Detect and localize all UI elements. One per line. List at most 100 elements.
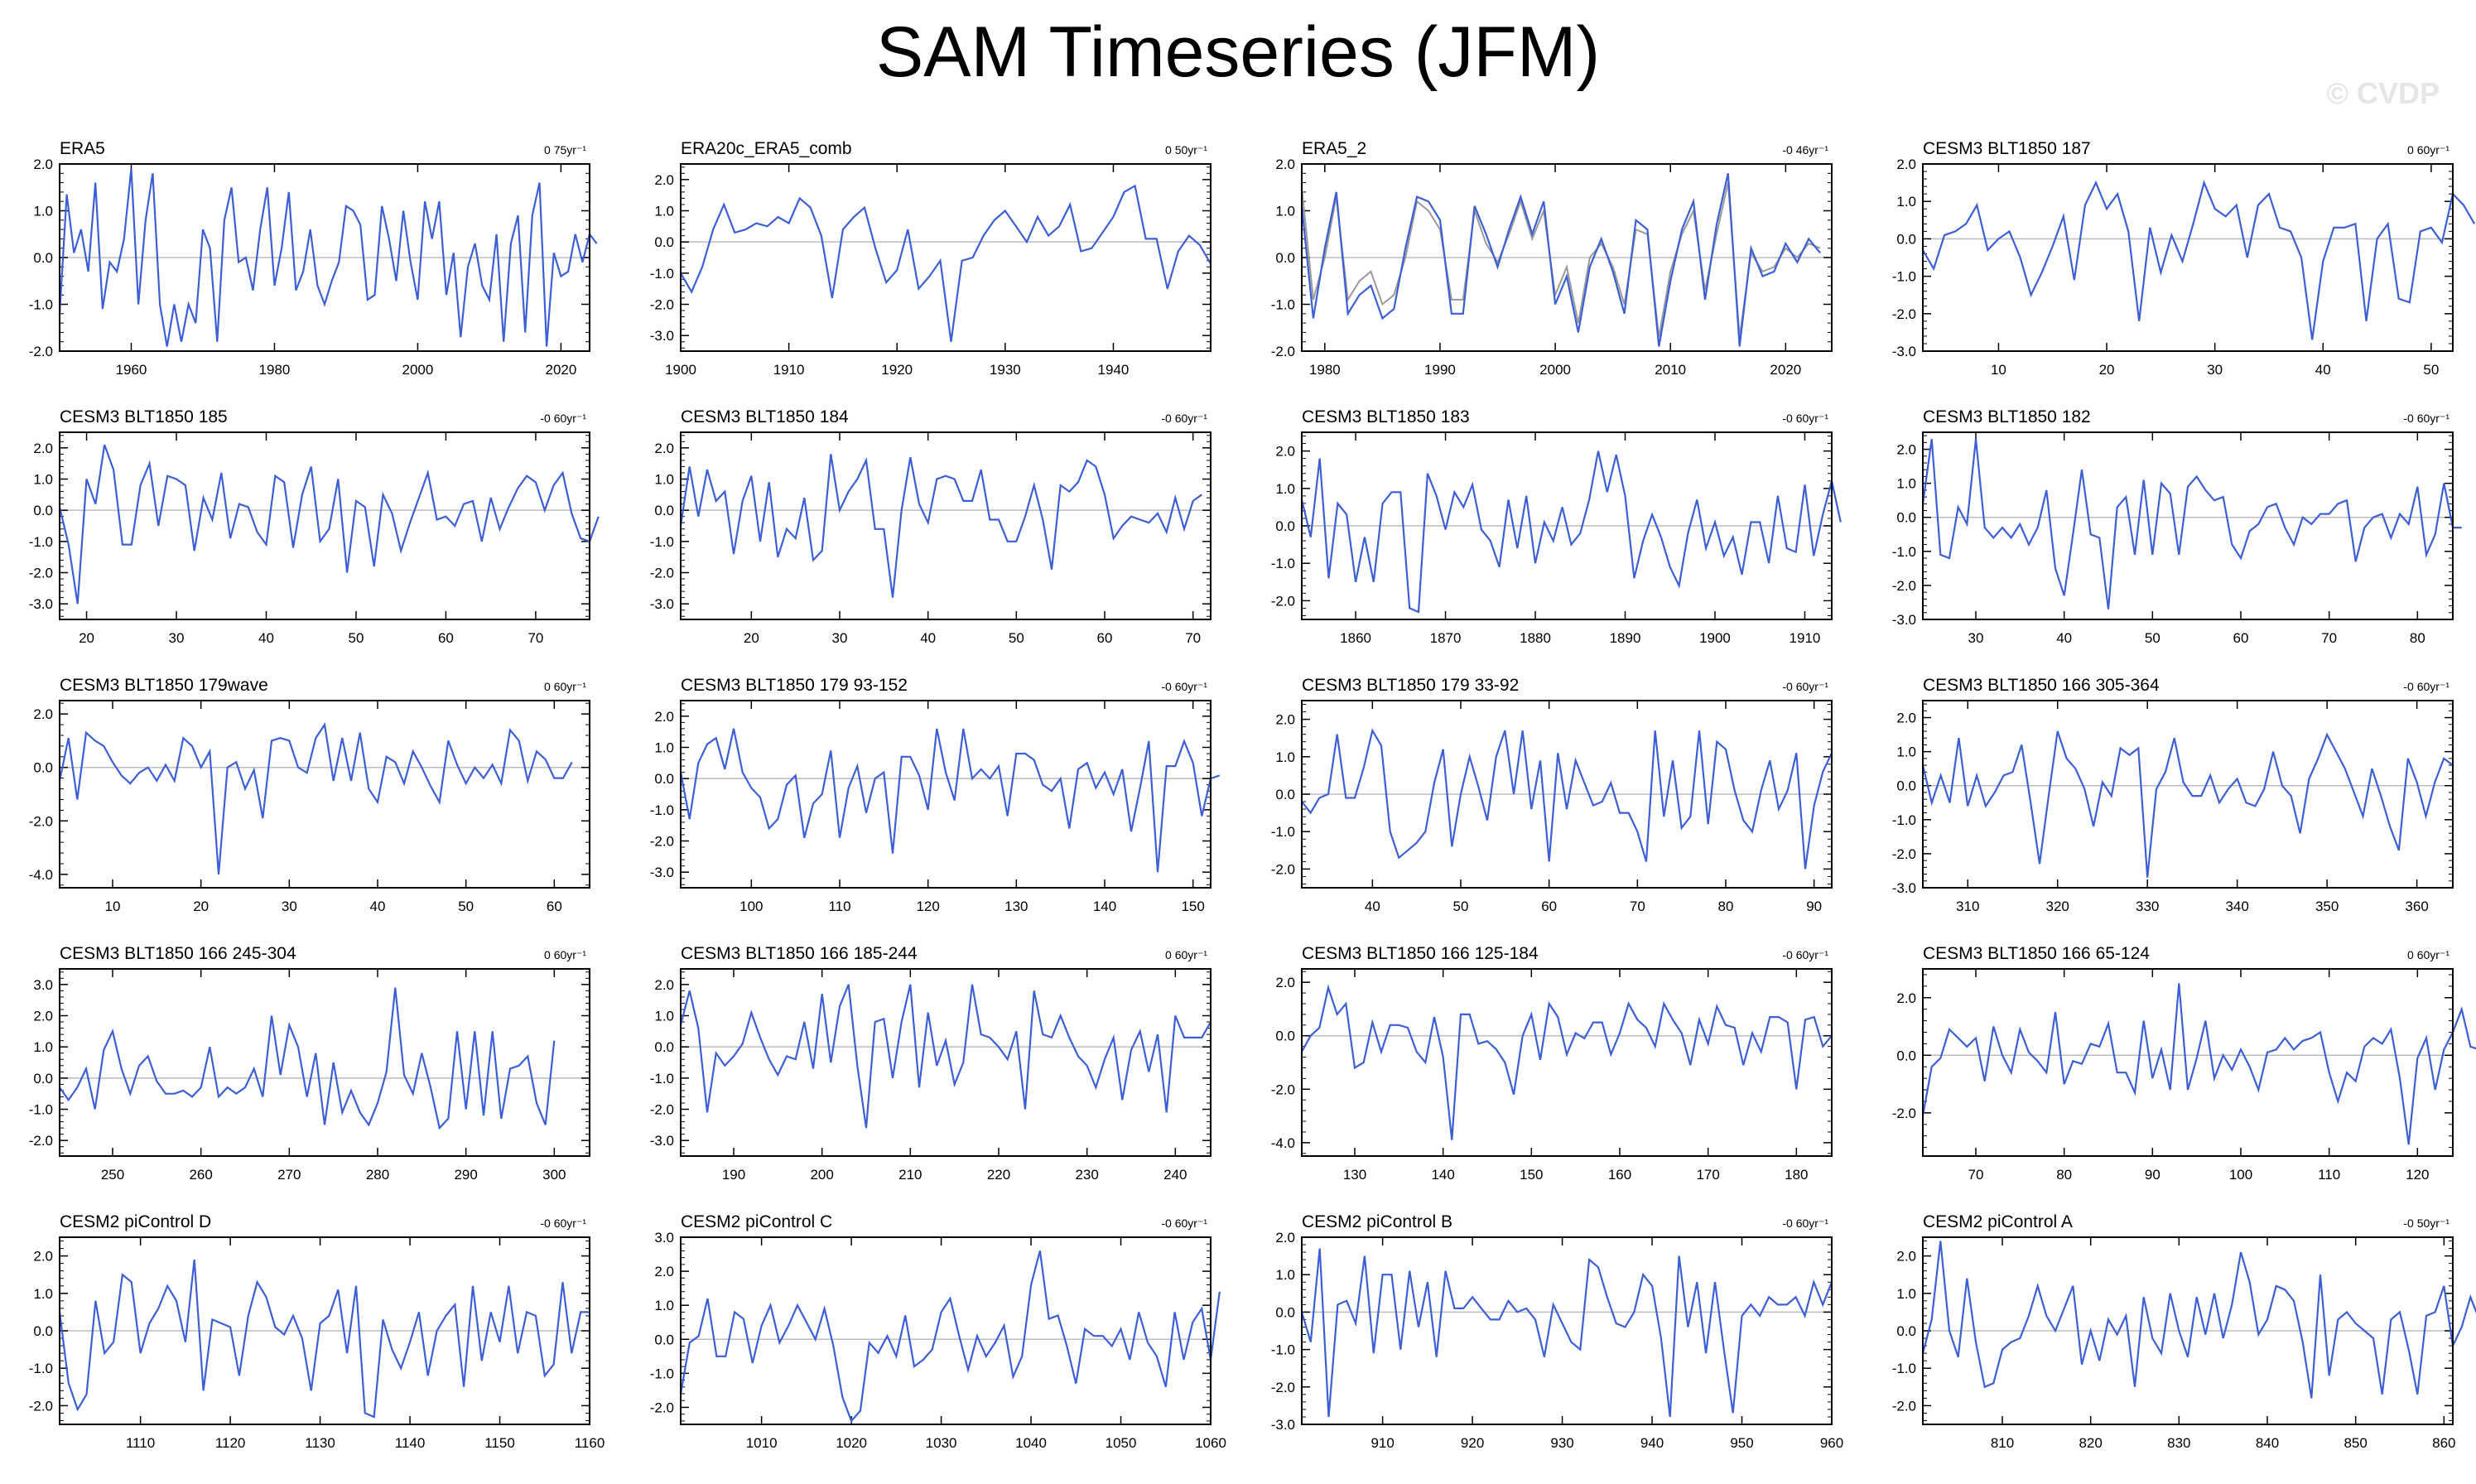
y-tick-label: 3.0 xyxy=(33,977,53,993)
x-tick-label: 840 xyxy=(2256,1435,2279,1451)
x-tick-label: 1880 xyxy=(1520,630,1551,646)
panel-title: CESM2 piControl B xyxy=(1302,1212,1452,1231)
x-tick-label: 150 xyxy=(1520,1167,1543,1183)
x-tick-label: 1910 xyxy=(773,362,805,378)
x-tick-label: 1060 xyxy=(1195,1435,1226,1451)
x-tick-label: 100 xyxy=(2229,1167,2252,1183)
y-tick-label: -3.0 xyxy=(650,328,674,344)
plot-frame xyxy=(1301,431,1833,620)
panel-14: CESM3 BLT1850 166 185-244 0 60yr⁻¹ -3.0 -2.… xyxy=(650,944,1212,1183)
x-tick-label: 1110 xyxy=(126,1435,155,1451)
plot-frame xyxy=(59,968,590,1157)
y-tick-label: -2.0 xyxy=(29,813,53,829)
x-tick-label: 2000 xyxy=(1539,362,1571,378)
x-tick-label: 930 xyxy=(1550,1435,1573,1451)
trend-label: 0 60yr⁻¹ xyxy=(544,680,586,693)
panel-13: CESM3 BLT1850 166 245-304 0 60yr⁻¹ -2.0 -1.… xyxy=(29,944,590,1183)
y-tick-label: -2.0 xyxy=(650,1102,674,1118)
trend-label: 0 60yr⁻¹ xyxy=(1165,948,1207,961)
trend-label: -0 60yr⁻¹ xyxy=(1161,680,1207,693)
trend-label: 0 60yr⁻¹ xyxy=(2407,948,2450,961)
x-tick-label: 1890 xyxy=(1610,630,1641,646)
x-tick-label: 1980 xyxy=(259,362,291,378)
y-tick-label: 0.0 xyxy=(654,503,674,518)
y-tick-label: -3.0 xyxy=(1892,880,1916,896)
plot-frame xyxy=(59,1236,590,1425)
x-tick-label: 50 xyxy=(458,899,474,914)
y-tick-label: -1.0 xyxy=(29,297,53,313)
y-tick-label: 0.0 xyxy=(33,1071,53,1086)
y-tick-label: 0.0 xyxy=(654,1332,674,1347)
x-tick-label: 30 xyxy=(169,630,185,646)
y-tick-label: 2.0 xyxy=(33,441,53,456)
x-tick-label: 330 xyxy=(2136,899,2159,914)
x-tick-label: 90 xyxy=(1806,899,1822,914)
y-tick-label: 1.0 xyxy=(1275,204,1295,219)
x-tick-label: 1010 xyxy=(746,1435,778,1451)
series-line xyxy=(58,1259,590,1419)
x-tick-label: 1160 xyxy=(575,1435,605,1451)
y-tick-label: 0.0 xyxy=(1275,1304,1295,1320)
y-tick-label: 2.0 xyxy=(1275,712,1295,728)
x-tick-label: 1910 xyxy=(1790,630,1821,646)
x-tick-label: 140 xyxy=(1093,899,1116,914)
y-tick-label: 1.0 xyxy=(33,472,53,488)
y-tick-label: -3.0 xyxy=(1892,344,1916,359)
x-tick-label: 350 xyxy=(2315,899,2339,914)
y-tick-label: -4.0 xyxy=(1271,1135,1295,1151)
x-tick-label: 240 xyxy=(1163,1167,1187,1183)
y-tick-label: 2.0 xyxy=(1896,157,1916,172)
trend-label: -0 60yr⁻¹ xyxy=(1782,680,1828,693)
panel-title: CESM2 piControl A xyxy=(1923,1212,2073,1231)
x-tick-label: 60 xyxy=(547,899,562,914)
panel-15: CESM3 BLT1850 166 125-184 -0 60yr⁻¹ -4.0 -2… xyxy=(1271,944,1833,1183)
x-tick-label: 270 xyxy=(277,1167,301,1183)
trend-label: -0 50yr⁻¹ xyxy=(2403,1217,2450,1230)
y-tick-label: 1.0 xyxy=(33,1039,53,1055)
x-tick-label: 40 xyxy=(370,899,386,914)
y-tick-label: -2.0 xyxy=(650,297,674,313)
x-tick-label: 1960 xyxy=(116,362,147,378)
trend-label: -0 60yr⁻¹ xyxy=(1161,1217,1207,1230)
x-tick-label: 960 xyxy=(1820,1435,1843,1451)
y-tick-label: 0.0 xyxy=(33,1323,53,1339)
y-tick-label: -1.0 xyxy=(1271,556,1295,571)
x-tick-label: 340 xyxy=(2225,899,2248,914)
y-tick-label: 0.0 xyxy=(654,771,674,787)
x-tick-label: 1870 xyxy=(1430,630,1462,646)
panel-title: CESM3 BLT1850 166 65-124 xyxy=(1923,944,2150,963)
y-tick-label: -2.0 xyxy=(1271,593,1295,609)
x-tick-label: 40 xyxy=(2315,362,2331,378)
panel-18: CESM2 piControl C -0 60yr⁻¹ -2.0 -1.0 0.0 1.0… xyxy=(650,1212,1226,1451)
trend-label: -0 60yr⁻¹ xyxy=(540,412,586,425)
panel-title: CESM2 piControl C xyxy=(681,1212,832,1231)
panel-20: CESM2 piControl A -0 50yr⁻¹ -2.0 -1.0 0.0 1.0… xyxy=(1892,1212,2476,1451)
panel-title: CESM3 BLT1850 184 xyxy=(681,407,849,426)
y-tick-label: 0.0 xyxy=(33,760,53,776)
x-tick-label: 110 xyxy=(2318,1167,2340,1183)
panel-title: CESM3 BLT1850 166 245-304 xyxy=(60,944,296,963)
x-tick-label: 20 xyxy=(2099,362,2115,378)
series-line xyxy=(58,168,598,347)
x-tick-label: 150 xyxy=(1181,899,1204,914)
x-tick-label: 100 xyxy=(739,899,763,914)
y-tick-label: 2.0 xyxy=(654,709,674,725)
panel-title: CESM3 BLT1850 185 xyxy=(60,407,228,426)
panel-title: CESM3 BLT1850 166 125-184 xyxy=(1302,944,1539,963)
panel-16: CESM3 BLT1850 166 65-124 0 60yr⁻¹ -2.0 0.0 2… xyxy=(1892,944,2476,1183)
y-tick-label: 1.0 xyxy=(1275,749,1295,765)
y-tick-label: 1.0 xyxy=(1275,1267,1295,1283)
x-tick-label: 310 xyxy=(1956,899,1979,914)
x-tick-label: 60 xyxy=(1097,630,1113,646)
x-tick-label: 230 xyxy=(1075,1167,1098,1183)
trend-label: -0 46yr⁻¹ xyxy=(1782,143,1828,157)
watermark-logo: © CVDP xyxy=(2326,76,2440,110)
x-tick-label: 40 xyxy=(920,630,936,646)
y-tick-label: 0.0 xyxy=(33,503,53,518)
y-tick-label: -2.0 xyxy=(650,1400,674,1415)
y-tick-label: 0.0 xyxy=(1896,778,1916,794)
y-tick-label: -1.0 xyxy=(1892,812,1916,828)
x-tick-label: 80 xyxy=(1718,899,1734,914)
y-tick-label: -1.0 xyxy=(1892,269,1916,285)
